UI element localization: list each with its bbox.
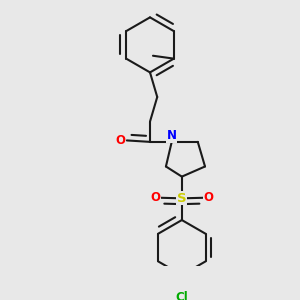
Text: O: O <box>150 191 160 204</box>
Text: S: S <box>177 192 187 205</box>
Text: N: N <box>167 129 177 142</box>
Text: O: O <box>116 134 125 147</box>
Text: Cl: Cl <box>176 291 188 300</box>
Text: O: O <box>204 191 214 204</box>
